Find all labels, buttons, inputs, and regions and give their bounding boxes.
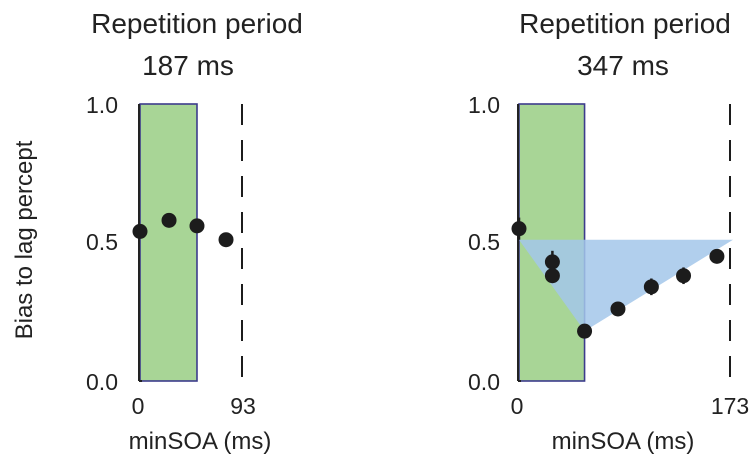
panel1-ytick-0.0: 0.0 [86,369,118,395]
panel1-ytick-1.0: 1.0 [86,92,118,118]
p2-data-point-1 [544,254,560,270]
p1-data-point-0 [132,223,148,239]
p1-data-point-1 [161,212,177,228]
panel1-xtick-0: 0 [132,393,145,419]
panel2-plot-area [511,103,733,382]
panel1-plot-area [132,103,243,382]
panel1-xtick-93: 93 [230,393,256,419]
panel2-ytick-0.5: 0.5 [468,229,500,255]
panel1-ytick-0.5: 0.5 [86,229,118,255]
p2-data-point-4 [610,301,626,317]
p1-data-point-3 [218,232,234,248]
panel2-title-line2: 347 ms [577,50,669,81]
p2-data-point-5 [643,279,659,295]
p2-data-point-2 [544,268,560,284]
p2-triangle-region [519,239,733,332]
p2-data-point-3 [577,323,593,339]
panel2-xtick-0: 0 [511,393,524,419]
panel2-ytick-0.0: 0.0 [468,369,500,395]
panel1-title-line1: Repetition period [91,8,303,39]
panel-187ms: Repetition period 187 ms 1.0 0.5 0.0 0 9… [86,8,303,455]
panel2-ytick-1.0: 1.0 [468,92,500,118]
p1-shaded-region [139,103,198,382]
y-axis-label: Bias to lag percept [11,140,38,339]
panel2-title-line1: Repetition period [519,8,731,39]
p2-data-point-7 [709,248,725,264]
p2-data-point-6 [676,268,692,284]
panel1-title-line2: 187 ms [142,50,234,81]
p2-data-point-0 [511,221,527,237]
panel2-x-axis-label: minSOA (ms) [552,428,695,455]
panel-347ms: Repetition period 347 ms 1.0 0.5 0.0 0 1… [468,8,749,455]
panel1-x-axis-label: minSOA (ms) [129,428,272,455]
p1-data-point-2 [189,218,205,234]
panel2-xtick-173: 173 [711,393,749,419]
